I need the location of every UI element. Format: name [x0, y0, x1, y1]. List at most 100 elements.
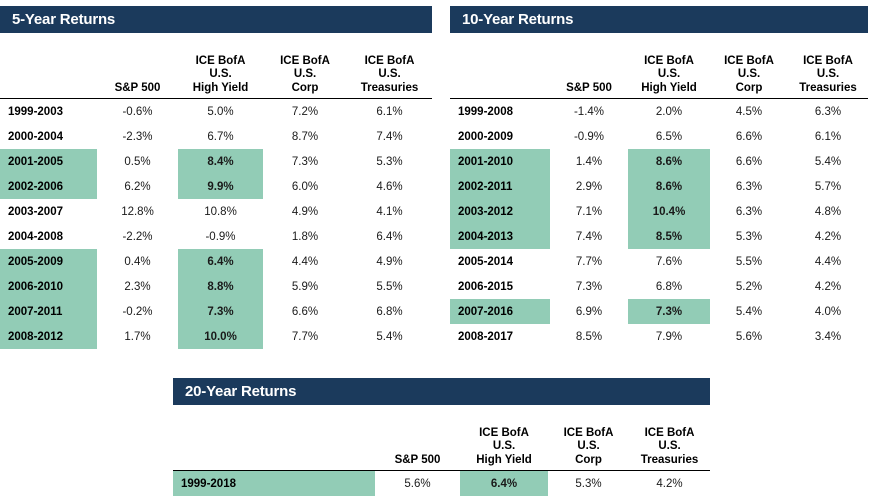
- cell-treasuries: 5.4%: [376, 330, 403, 343]
- table-row: 2006-2010 2.3% 8.8% 5.9% 5.5%: [0, 274, 432, 299]
- cell-high-yield: 8.6%: [628, 174, 710, 199]
- cell-high-yield: 6.4%: [178, 249, 263, 274]
- cell-sp500: 7.1%: [575, 205, 603, 218]
- header-line: High Yield: [192, 81, 249, 94]
- table-row: 1999-2008 -1.4% 2.0% 4.5% 6.3%: [450, 99, 868, 125]
- cell-corp: 5.4%: [735, 305, 763, 318]
- header-row: S&P 500 ICE BofA U.S. High Yield ICE Bof…: [0, 35, 432, 99]
- column-header-treasuries: ICE BofA U.S. Treasuries: [788, 35, 868, 99]
- cell-period: 2005-2009: [0, 249, 97, 274]
- table-five-year-returns: S&P 500 ICE BofA U.S. High Yield ICE Bof…: [0, 35, 432, 349]
- cell-sp500: -0.6%: [122, 105, 153, 118]
- panel-twenty-year-returns: 20-Year Returns S&P 500 ICE BofA U.S. Hi…: [173, 378, 710, 496]
- cell-corp: 6.0%: [291, 180, 319, 193]
- header-line: S&P 500: [566, 81, 612, 94]
- cell-period: 2000-2004: [8, 130, 63, 143]
- cell-corp: 5.3%: [735, 230, 763, 243]
- cell-high-yield: 6.8%: [655, 280, 683, 293]
- table-row: 2000-2004 -2.3% 6.7% 8.7% 7.4%: [0, 124, 432, 149]
- cell-treasuries: 4.2%: [656, 477, 683, 490]
- cell-treasuries: 4.6%: [376, 180, 403, 193]
- cell-sp500: -1.4%: [573, 105, 605, 118]
- table-row: 2003-2012 7.1% 10.4% 6.3% 4.8%: [450, 199, 868, 224]
- cell-period: 2005-2014: [458, 255, 513, 268]
- cell-treasuries: 5.3%: [376, 155, 403, 168]
- header-line: ICE BofA: [644, 54, 694, 67]
- table-row: 2005-2014 7.7% 7.6% 5.5% 4.4%: [450, 249, 868, 274]
- table-body: 1999-2008 -1.4% 2.0% 4.5% 6.3% 2000-2009 -0.9%…: [450, 99, 868, 350]
- column-header-corp: ICE BofA U.S. Corp: [263, 35, 347, 99]
- cell-treasuries: 5.7%: [814, 180, 842, 193]
- header-line: Corp: [735, 81, 763, 94]
- table-body: 1999-2003 -0.6% 5.0% 7.2% 6.1% 2000-2004 -2.3%…: [0, 99, 432, 349]
- table-row: 2007-2016 6.9% 7.3% 5.4% 4.0%: [450, 299, 868, 324]
- table-wrapper-ten-year: S&P 500 ICE BofA U.S. High Yield ICE Bof…: [450, 35, 868, 349]
- table-head: S&P 500 ICE BofA U.S. High Yield ICE Bof…: [0, 35, 432, 99]
- header-line: S&P 500: [394, 453, 441, 466]
- cell-high-yield: 10.8%: [204, 205, 237, 218]
- header-line: S&P 500: [114, 81, 161, 94]
- table-head: S&P 500 ICE BofA U.S. High Yield ICE Bof…: [450, 35, 868, 99]
- table-row: 2003-2007 12.8% 10.8% 4.9% 4.1%: [0, 199, 432, 224]
- table-row: 2002-2006 6.2% 9.9% 6.0% 4.6%: [0, 174, 432, 199]
- cell-sp500: 5.6%: [404, 477, 431, 490]
- header-line: Treasuries: [360, 81, 419, 94]
- cell-treasuries: 6.1%: [376, 105, 403, 118]
- header-line: Treasuries: [640, 453, 699, 466]
- cell-high-yield: 8.8%: [178, 274, 263, 299]
- header-line: U.S.: [816, 68, 840, 80]
- cell-period: 2000-2009: [458, 130, 513, 143]
- cell-period: 2008-2017: [458, 330, 513, 343]
- cell-corp: 6.3%: [735, 205, 763, 218]
- panel-title-five-year: 5-Year Returns: [0, 6, 432, 33]
- cell-period: 2004-2008: [8, 230, 63, 243]
- table-row: 2000-2009 -0.9% 6.5% 6.6% 6.1%: [450, 124, 868, 149]
- cell-treasuries: 6.8%: [376, 305, 403, 318]
- column-header-sp500: S&P 500: [550, 35, 628, 99]
- table-row: 2008-2017 8.5% 7.9% 5.6% 3.4%: [450, 324, 868, 349]
- cell-corp: 7.7%: [291, 330, 319, 343]
- cell-treasuries: 4.9%: [376, 255, 403, 268]
- cell-sp500: 6.9%: [575, 305, 603, 318]
- cell-treasuries: 4.1%: [376, 205, 403, 218]
- cell-high-yield: 2.0%: [655, 105, 683, 118]
- cell-high-yield: 10.4%: [628, 199, 710, 224]
- column-header-sp500: S&P 500: [97, 35, 178, 99]
- header-line: Corp: [575, 453, 602, 466]
- cell-treasuries: 4.8%: [814, 205, 842, 218]
- cell-treasuries: 4.2%: [814, 230, 842, 243]
- header-line: U.S.: [657, 68, 681, 80]
- cell-sp500: -2.2%: [122, 230, 153, 243]
- table-row: 2006-2015 7.3% 6.8% 5.2% 4.2%: [450, 274, 868, 299]
- cell-high-yield: 6.7%: [207, 130, 234, 143]
- cell-period: 2004-2013: [450, 224, 550, 249]
- cell-period: 2006-2015: [458, 280, 513, 293]
- cell-period: 2002-2011: [450, 174, 550, 199]
- table-wrapper-twenty-year: S&P 500 ICE BofA U.S. High Yield ICE Bof…: [173, 407, 710, 496]
- table-row: 2001-2005 0.5% 8.4% 7.3% 5.3%: [0, 149, 432, 174]
- cell-sp500: 8.5%: [575, 330, 603, 343]
- table-row: 2002-2011 2.9% 8.6% 6.3% 5.7%: [450, 174, 868, 199]
- cell-corp: 5.6%: [735, 330, 763, 343]
- cell-corp: 5.3%: [575, 477, 602, 490]
- cell-treasuries: 4.4%: [814, 255, 842, 268]
- table-body: 1999-2018 5.6% 6.4% 5.3% 4.2%: [173, 470, 710, 496]
- cell-high-yield: 8.4%: [178, 149, 263, 174]
- header-line: U.S.: [378, 68, 401, 80]
- cell-treasuries: 6.3%: [814, 105, 842, 118]
- column-header-corp: ICE BofA U.S. Corp: [548, 407, 629, 471]
- cell-treasuries: 6.4%: [376, 230, 403, 243]
- cell-corp: 8.7%: [291, 130, 319, 143]
- table-twenty-year-returns: S&P 500 ICE BofA U.S. High Yield ICE Bof…: [173, 407, 710, 496]
- cell-sp500: 12.8%: [121, 205, 154, 218]
- cell-high-yield: 5.0%: [207, 105, 234, 118]
- cell-sp500: 2.9%: [575, 180, 603, 193]
- cell-corp: 6.6%: [735, 155, 763, 168]
- cell-high-yield: 10.0%: [178, 324, 263, 349]
- cell-corp: 5.5%: [735, 255, 763, 268]
- cell-sp500: -0.2%: [122, 305, 153, 318]
- cell-period: 2007-2016: [450, 299, 550, 324]
- table-row: 2004-2013 7.4% 8.5% 5.3% 4.2%: [450, 224, 868, 249]
- cell-high-yield: 7.3%: [628, 299, 710, 324]
- column-header-treasuries: ICE BofA U.S. Treasuries: [347, 35, 432, 99]
